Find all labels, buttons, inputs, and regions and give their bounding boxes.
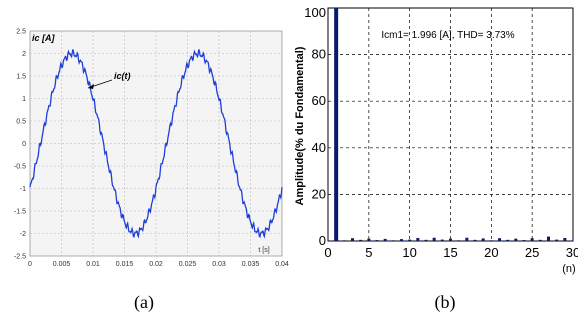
chart-b-bar bbox=[367, 238, 371, 241]
chart-b-svg: 0 5 10 15 20 25 30 100 80 60 40 20 0 Icm1= 1.996 [A],… bbox=[294, 5, 578, 275]
chart-a-svg: 0 0.005 0.01 0.015 0.02 0.025 0.03 0.035 0.04 2.5… bbox=[14, 29, 289, 269]
chart-b-bar bbox=[449, 238, 452, 241]
chart-b-bar bbox=[383, 238, 387, 241]
chart-b-bar bbox=[424, 239, 428, 241]
chart-a-ytick-label: 0.5 bbox=[16, 119, 26, 126]
chart-b-xtick-label: 5 bbox=[365, 245, 372, 260]
chart-a-ytick-label: 2 bbox=[22, 51, 26, 58]
chart-b-bar bbox=[530, 238, 534, 241]
chart-b-ytick-label: 0 bbox=[319, 233, 326, 248]
chart-a-ytick-label: 0 bbox=[22, 141, 26, 148]
chart-b-bar bbox=[506, 239, 510, 241]
chart-a-ytick-label: -0.5 bbox=[14, 164, 26, 171]
chart-b-bar bbox=[359, 239, 363, 241]
chart-b-bar bbox=[432, 237, 436, 241]
chart-b-bar bbox=[391, 240, 395, 241]
chart-b-xtick-label: 30 bbox=[566, 245, 578, 260]
chart-b-bar bbox=[351, 238, 354, 241]
chart-b-bar bbox=[522, 240, 526, 241]
chart-b-xtick-label: 25 bbox=[525, 245, 539, 260]
chart-b-bar bbox=[489, 240, 493, 241]
chart-b-bar bbox=[563, 237, 567, 241]
chart-a-series-line bbox=[29, 49, 283, 239]
chart-a-xtick-label: 0.005 bbox=[53, 261, 71, 268]
chart-b-bar bbox=[498, 238, 501, 241]
chart-a-xtick-label: 0.015 bbox=[116, 261, 134, 268]
chart-b-xtick-label: 10 bbox=[402, 245, 416, 260]
chart-b-ylabel: Amplitude(% du Fondamental) bbox=[294, 46, 306, 205]
chart-b-bar bbox=[473, 239, 477, 241]
chart-a-annotation-arrowhead bbox=[88, 84, 94, 89]
chart-a-ytick-label: -2.5 bbox=[14, 254, 26, 261]
chart-b-xlabel: (n) bbox=[562, 263, 575, 275]
chart-b-ytick-label: 60 bbox=[312, 93, 326, 108]
chart-a-xtick-label: 0.01 bbox=[86, 261, 100, 268]
chart-b-bar bbox=[334, 8, 339, 241]
chart-b-bar bbox=[440, 239, 444, 241]
chart-b-bar bbox=[465, 237, 469, 241]
caption-b: (b) bbox=[434, 292, 456, 312]
chart-b-xtick-label: 15 bbox=[443, 245, 457, 260]
chart-a-xtick-label: 0.04 bbox=[275, 261, 289, 268]
chart-b-bar bbox=[416, 237, 420, 241]
chart-a-ytick-label: -1.5 bbox=[14, 209, 26, 216]
chart-a-ytick-label: -1 bbox=[20, 186, 26, 193]
chart-b-bar bbox=[538, 239, 542, 241]
chart-a-xtick-label: 0.03 bbox=[212, 261, 226, 268]
chart-b-bar bbox=[481, 238, 485, 241]
chart-b-bar bbox=[342, 240, 346, 241]
chart-b-ytick-label: 40 bbox=[312, 140, 326, 155]
chart-a-annotation: ic(t) bbox=[114, 71, 131, 81]
chart-b-bar bbox=[547, 236, 550, 241]
chart-b-panel: 0 5 10 15 20 25 30 100 80 60 40 20 0 Icm1= 1.996 [A],… bbox=[290, 0, 578, 285]
chart-a-ytick-label: 1 bbox=[22, 96, 26, 103]
chart-a-xtick-label: 0 bbox=[28, 261, 32, 268]
chart-b-ytick-label: 80 bbox=[312, 47, 326, 62]
chart-b-xtick-label: 20 bbox=[484, 245, 498, 260]
chart-a-ylabel: ic [A] bbox=[32, 33, 56, 43]
chart-a-xtick-label: 0.02 bbox=[149, 261, 163, 268]
chart-b-ytick-label: 20 bbox=[312, 186, 326, 201]
chart-b-annotation: Icm1= 1.996 [A], THD= 3.73% bbox=[381, 30, 514, 41]
chart-b-bar bbox=[375, 240, 379, 241]
chart-a-ytick-label: 2.5 bbox=[16, 29, 26, 36]
chart-b-bar bbox=[457, 240, 461, 241]
chart-b-bar bbox=[400, 239, 403, 241]
chart-a-xtick-label: 0.025 bbox=[179, 261, 197, 268]
chart-a-ytick-label: -2 bbox=[20, 231, 26, 238]
chart-b-ytick-label: 100 bbox=[304, 5, 326, 20]
chart-b-bar bbox=[514, 238, 518, 241]
chart-b-bar bbox=[555, 239, 559, 241]
chart-b-xtick-label: 0 bbox=[324, 245, 331, 260]
caption-a: (a) bbox=[134, 292, 154, 312]
chart-a-xlabel: t [s] bbox=[258, 247, 269, 254]
chart-a-xtick-label: 0.035 bbox=[242, 261, 260, 268]
chart-a-ytick-label: 1.5 bbox=[16, 74, 26, 81]
chart-b-bar bbox=[408, 239, 412, 241]
chart-a-panel: 0 0.005 0.01 0.015 0.02 0.025 0.03 0.035 0.04 2.5… bbox=[0, 0, 290, 285]
